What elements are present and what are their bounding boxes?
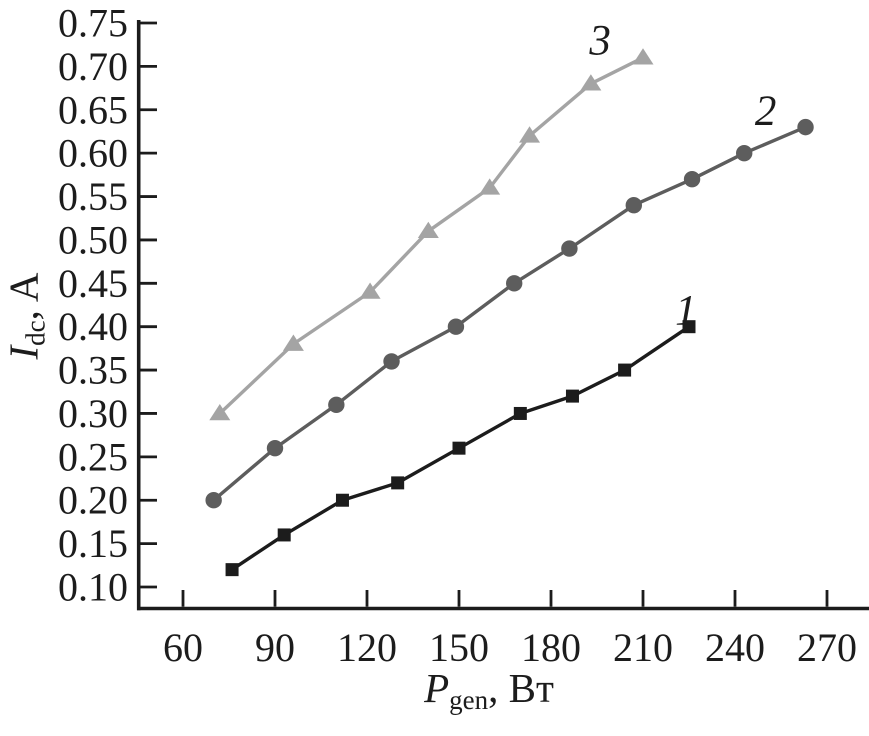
curve-label-2: 2	[755, 88, 777, 135]
triangle-marker	[209, 403, 231, 421]
series-lines	[212, 56, 808, 572]
y-tick-label: 0.20	[58, 478, 128, 523]
circle-marker	[328, 396, 345, 413]
circle-marker	[625, 197, 642, 214]
circle-marker	[266, 439, 284, 457]
series-2-line	[212, 125, 808, 502]
curve-labels: 1 2 3	[588, 17, 776, 334]
y-tick-label: 0.55	[58, 174, 128, 219]
axis-lines	[136, 20, 869, 611]
x-tick-label: 150	[429, 625, 489, 670]
square-marker	[565, 389, 579, 403]
x-tick-label: 180	[521, 625, 581, 670]
y-tick-label: 0.40	[58, 304, 128, 349]
x-tick-label: 120	[337, 625, 397, 670]
series-markers	[205, 48, 814, 577]
square-marker	[335, 493, 349, 507]
y-axis-subscript: dc	[20, 320, 51, 346]
y-tick-label: 0.15	[58, 521, 128, 566]
y-tick-label: 0.60	[58, 131, 128, 176]
y-tick-label: 0.10	[58, 565, 128, 610]
triangle-marker	[282, 334, 304, 351]
triangle-marker	[519, 126, 541, 143]
x-tick-label: 90	[255, 625, 295, 670]
square-marker	[391, 476, 405, 490]
y-tick-label: 0.70	[58, 44, 128, 89]
circle-marker	[797, 118, 814, 136]
x-tick-labels: 60 90 120 150 180 210 240 270	[163, 625, 857, 670]
circle-marker	[736, 144, 753, 162]
circle-marker	[506, 275, 523, 292]
y-tick-label: 0.75	[58, 1, 128, 46]
y-axis-symbol: I	[0, 345, 47, 360]
circle-marker	[205, 492, 222, 509]
y-axis-title: Idc, A	[0, 272, 51, 360]
circle-marker	[447, 318, 465, 335]
square-marker	[225, 563, 239, 577]
square-marker	[513, 406, 527, 420]
square-marker	[618, 363, 632, 377]
y-tick-label: 0.65	[58, 87, 128, 132]
series-3-line	[218, 56, 645, 416]
triangle-marker	[479, 178, 501, 195]
y-tick-label: 0.35	[58, 348, 128, 393]
x-tick-label: 270	[797, 625, 857, 670]
y-tick-label: 0.50	[58, 217, 128, 262]
y-tick-label: 0.45	[58, 261, 128, 306]
x-tick-label: 60	[163, 625, 203, 670]
circle-marker	[683, 170, 701, 188]
y-axis-unit: , A	[0, 272, 47, 321]
x-axis-title: Pgen, Вт	[424, 665, 554, 714]
y-tick-label: 0.25	[58, 434, 128, 479]
y-tick-labels: 0.100.150.200.250.300.350.400.450.500.55…	[58, 1, 128, 610]
circle-marker	[383, 353, 400, 370]
triangle-marker	[417, 221, 439, 239]
x-tick-label: 240	[705, 625, 765, 670]
curve-label-3: 3	[588, 17, 611, 64]
y-tick-label: 0.30	[58, 391, 128, 436]
x-ticks	[181, 590, 829, 607]
x-axis-symbol: P	[424, 665, 450, 711]
triangle-marker	[359, 282, 381, 299]
square-marker	[682, 320, 696, 334]
square-marker	[452, 441, 466, 455]
square-marker	[277, 528, 291, 542]
x-axis-unit: , Вт	[488, 665, 554, 711]
x-tick-label: 210	[613, 625, 673, 670]
x-axis-subscript: gen	[449, 684, 489, 715]
circle-marker	[561, 240, 578, 257]
y-ticks	[140, 21, 157, 589]
curve-label-1: 1	[675, 287, 697, 334]
triangle-marker	[632, 48, 654, 65]
triangle-marker	[580, 74, 602, 91]
